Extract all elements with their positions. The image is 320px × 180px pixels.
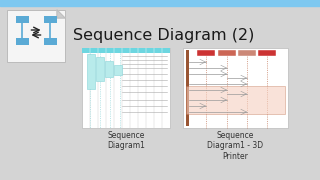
Bar	[15, 38, 28, 45]
Bar	[7, 10, 65, 62]
Bar	[238, 50, 256, 56]
Bar	[186, 50, 189, 126]
Bar	[82, 48, 170, 128]
Bar	[186, 86, 285, 114]
Bar	[44, 16, 57, 23]
Bar	[87, 54, 95, 89]
Bar	[105, 61, 113, 77]
Bar	[114, 65, 122, 75]
Bar	[0, 0, 320, 6]
Bar	[15, 16, 28, 23]
Bar	[197, 50, 215, 56]
Bar	[82, 48, 170, 53]
Text: Sequence Diagram (2): Sequence Diagram (2)	[73, 28, 254, 42]
Bar	[218, 50, 236, 56]
Bar	[96, 57, 104, 81]
Bar	[183, 48, 288, 128]
Bar	[258, 50, 276, 56]
Bar	[44, 38, 57, 45]
Text: Sequence
Diagram1 - 3D
Printer: Sequence Diagram1 - 3D Printer	[207, 131, 264, 161]
Text: Sequence
Diagram1: Sequence Diagram1	[107, 131, 145, 150]
Polygon shape	[57, 10, 65, 18]
